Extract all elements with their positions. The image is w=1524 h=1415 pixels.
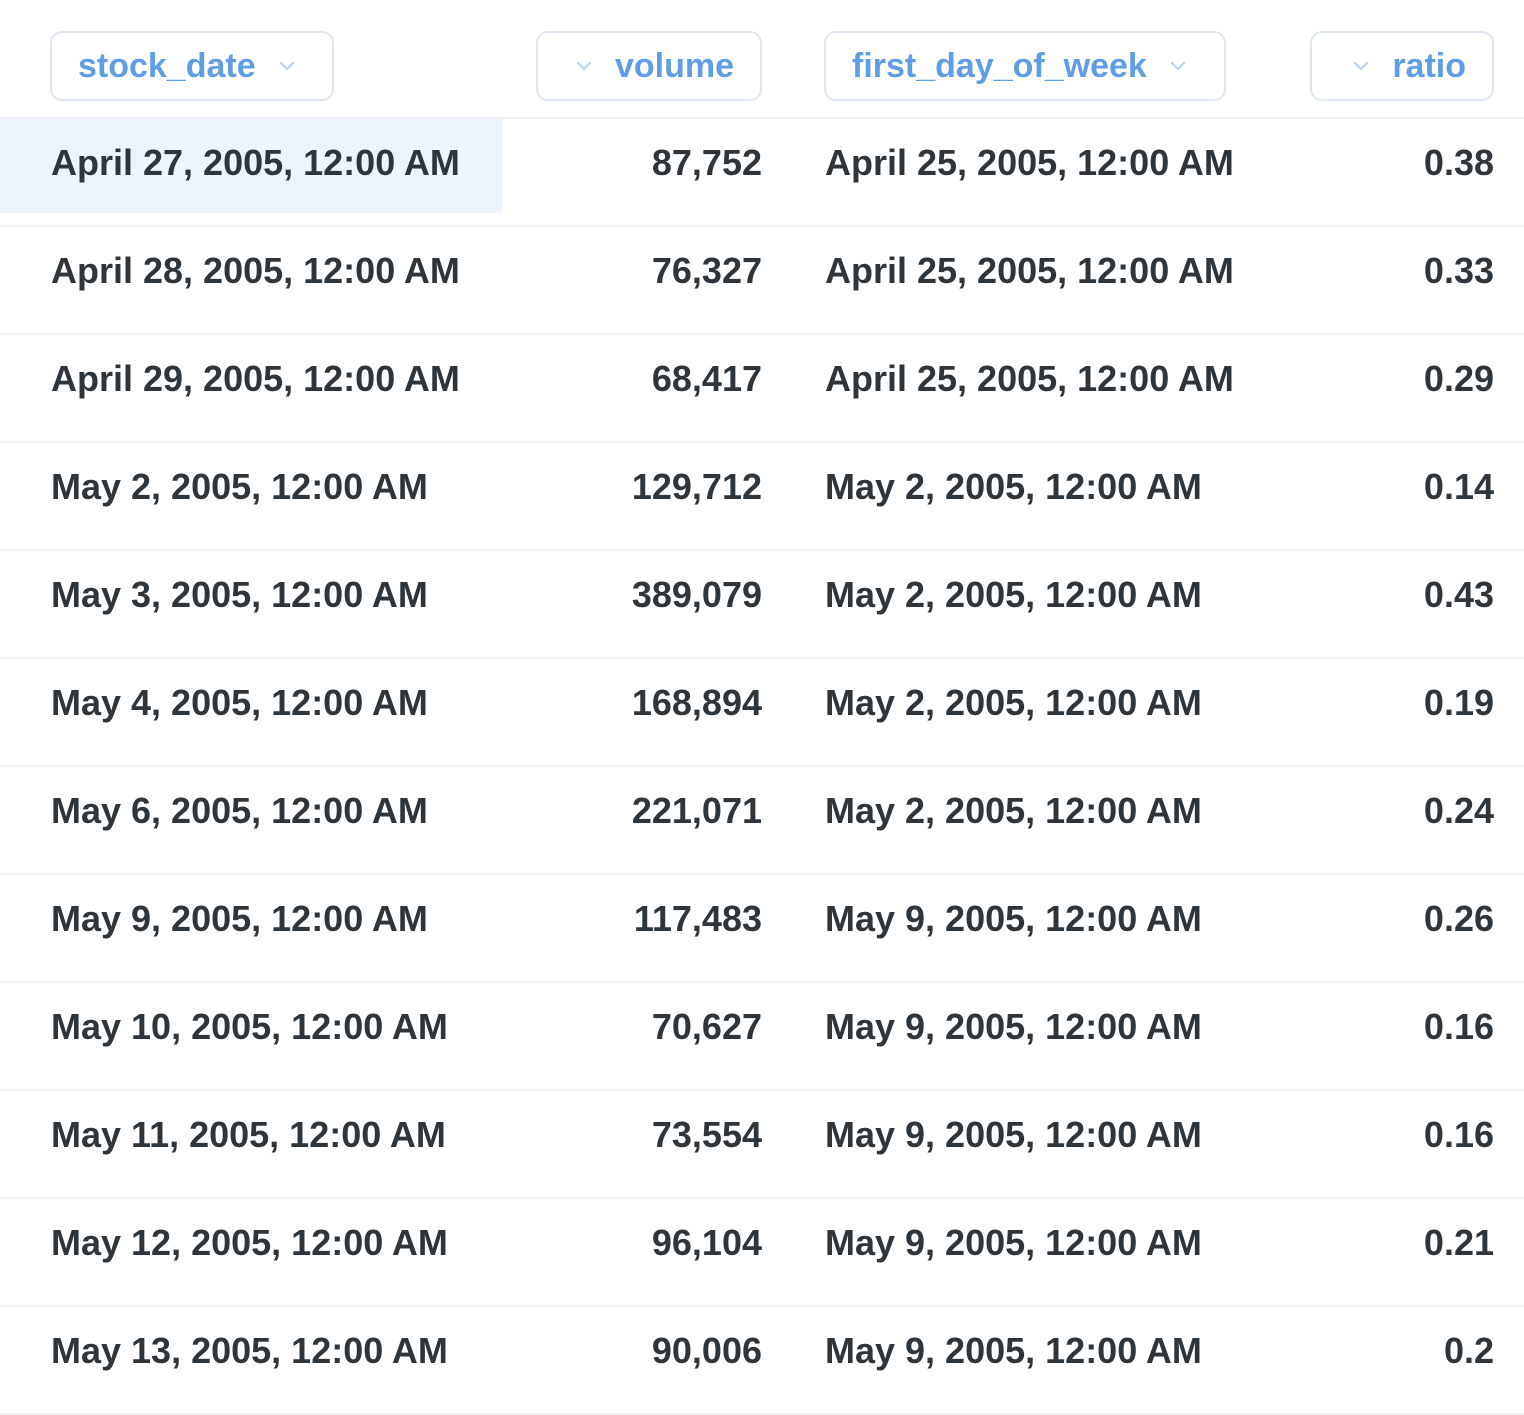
cell-ratio[interactable]: 0.43 — [1423, 574, 1494, 615]
cell-ratio[interactable]: 0.2 — [1443, 1330, 1494, 1371]
cell-volume[interactable]: 389,079 — [631, 574, 762, 615]
column-header-first-day-of-week[interactable]: first_day_of_week — [824, 31, 1226, 101]
cell-first-day-of-week[interactable]: May 2, 2005, 12:00 AM — [825, 466, 1202, 507]
cell-stock-date[interactable]: May 10, 2005, 12:00 AM — [51, 1006, 448, 1047]
cell-stock-date[interactable]: May 13, 2005, 12:00 AM — [51, 1330, 448, 1371]
column-header-label: volume — [614, 46, 734, 85]
cell-volume[interactable]: 70,627 — [651, 1006, 762, 1047]
cell-ratio[interactable]: 0.24 — [1423, 790, 1494, 831]
table-row: April 29, 2005, 12:00 AM 68,417 April 25… — [0, 335, 1524, 443]
table-row: April 27, 2005, 12:00 AM 87,752 April 25… — [0, 119, 1524, 227]
cell-first-day-of-week[interactable]: April 25, 2005, 12:00 AM — [825, 250, 1234, 291]
table-row: May 13, 2005, 12:00 AM 90,006 May 9, 200… — [0, 1307, 1524, 1415]
cell-stock-date[interactable]: May 4, 2005, 12:00 AM — [51, 682, 428, 723]
cell-first-day-of-week[interactable]: May 9, 2005, 12:00 AM — [825, 1114, 1202, 1155]
table-row: May 11, 2005, 12:00 AM 73,554 May 9, 200… — [0, 1091, 1524, 1199]
table-row: May 12, 2005, 12:00 AM 96,104 May 9, 200… — [0, 1199, 1524, 1307]
column-header-stock-date[interactable]: stock_date — [50, 31, 334, 101]
cell-volume[interactable]: 73,554 — [651, 1114, 762, 1155]
table-row: May 4, 2005, 12:00 AM 168,894 May 2, 200… — [0, 659, 1524, 767]
column-header-label: first_day_of_week — [852, 46, 1147, 85]
cell-first-day-of-week[interactable]: May 2, 2005, 12:00 AM — [825, 682, 1202, 723]
cell-ratio[interactable]: 0.29 — [1423, 358, 1494, 399]
cell-ratio[interactable]: 0.14 — [1423, 466, 1494, 507]
cell-stock-date[interactable]: May 3, 2005, 12:00 AM — [51, 574, 428, 615]
table-row: May 9, 2005, 12:00 AM 117,483 May 9, 200… — [0, 875, 1524, 983]
table-row: April 28, 2005, 12:00 AM 76,327 April 25… — [0, 227, 1524, 335]
cell-ratio[interactable]: 0.19 — [1423, 682, 1494, 723]
chevron-down-icon — [1170, 61, 1185, 71]
cell-volume[interactable]: 90,006 — [651, 1330, 762, 1371]
cell-stock-date[interactable]: May 6, 2005, 12:00 AM — [51, 790, 428, 831]
cell-stock-date[interactable]: April 28, 2005, 12:00 AM — [51, 250, 460, 291]
chevron-down-icon — [576, 61, 592, 71]
column-header-volume[interactable]: volume — [536, 31, 762, 101]
column-header-label: stock_date — [78, 46, 256, 85]
cell-first-day-of-week[interactable]: May 9, 2005, 12:00 AM — [825, 1330, 1202, 1371]
cell-ratio[interactable]: 0.38 — [1423, 142, 1494, 183]
table-row: May 10, 2005, 12:00 AM 70,627 May 9, 200… — [0, 983, 1524, 1091]
chevron-down-icon — [279, 61, 294, 71]
cell-stock-date[interactable]: May 9, 2005, 12:00 AM — [51, 898, 428, 939]
cell-volume[interactable]: 221,071 — [631, 790, 762, 831]
cell-volume[interactable]: 68,417 — [651, 358, 762, 399]
cell-first-day-of-week[interactable]: May 9, 2005, 12:00 AM — [825, 1222, 1202, 1263]
cell-volume[interactable]: 76,327 — [651, 250, 762, 291]
cell-stock-date[interactable]: April 27, 2005, 12:00 AM — [51, 142, 460, 183]
cell-stock-date[interactable]: May 11, 2005, 12:00 AM — [51, 1114, 446, 1155]
cell-ratio[interactable]: 0.26 — [1423, 898, 1494, 939]
cell-volume[interactable]: 96,104 — [651, 1222, 762, 1263]
cell-ratio[interactable]: 0.16 — [1423, 1006, 1494, 1047]
table-row: May 6, 2005, 12:00 AM 221,071 May 2, 200… — [0, 767, 1524, 875]
cell-volume[interactable]: 129,712 — [631, 466, 762, 507]
cell-first-day-of-week[interactable]: May 9, 2005, 12:00 AM — [825, 1006, 1202, 1047]
cell-volume[interactable]: 87,752 — [651, 142, 762, 183]
column-header-ratio[interactable]: ratio — [1310, 31, 1494, 101]
cell-first-day-of-week[interactable]: May 2, 2005, 12:00 AM — [825, 790, 1202, 831]
cell-stock-date[interactable]: May 12, 2005, 12:00 AM — [51, 1222, 448, 1263]
table-row: May 2, 2005, 12:00 AM 129,712 May 2, 200… — [0, 443, 1524, 551]
cell-ratio[interactable]: 0.21 — [1423, 1222, 1494, 1263]
column-header-label: ratio — [1392, 46, 1466, 85]
cell-first-day-of-week[interactable]: April 25, 2005, 12:00 AM — [825, 142, 1234, 183]
table-row: May 3, 2005, 12:00 AM 389,079 May 2, 200… — [0, 551, 1524, 659]
cell-stock-date[interactable]: May 2, 2005, 12:00 AM — [51, 466, 428, 507]
cell-ratio[interactable]: 0.16 — [1423, 1114, 1494, 1155]
cell-highlight — [0, 119, 502, 213]
chevron-down-icon — [1354, 61, 1369, 71]
table-header: stock_date volume first_day_of_week rati… — [0, 0, 1524, 119]
cell-first-day-of-week[interactable]: May 2, 2005, 12:00 AM — [825, 574, 1202, 615]
cell-ratio[interactable]: 0.33 — [1423, 250, 1494, 291]
cell-volume[interactable]: 168,894 — [631, 682, 762, 723]
cell-first-day-of-week[interactable]: April 25, 2005, 12:00 AM — [825, 358, 1234, 399]
cell-first-day-of-week[interactable]: May 9, 2005, 12:00 AM — [825, 898, 1202, 939]
cell-stock-date[interactable]: April 29, 2005, 12:00 AM — [51, 358, 460, 399]
cell-volume[interactable]: 117,483 — [633, 898, 762, 939]
